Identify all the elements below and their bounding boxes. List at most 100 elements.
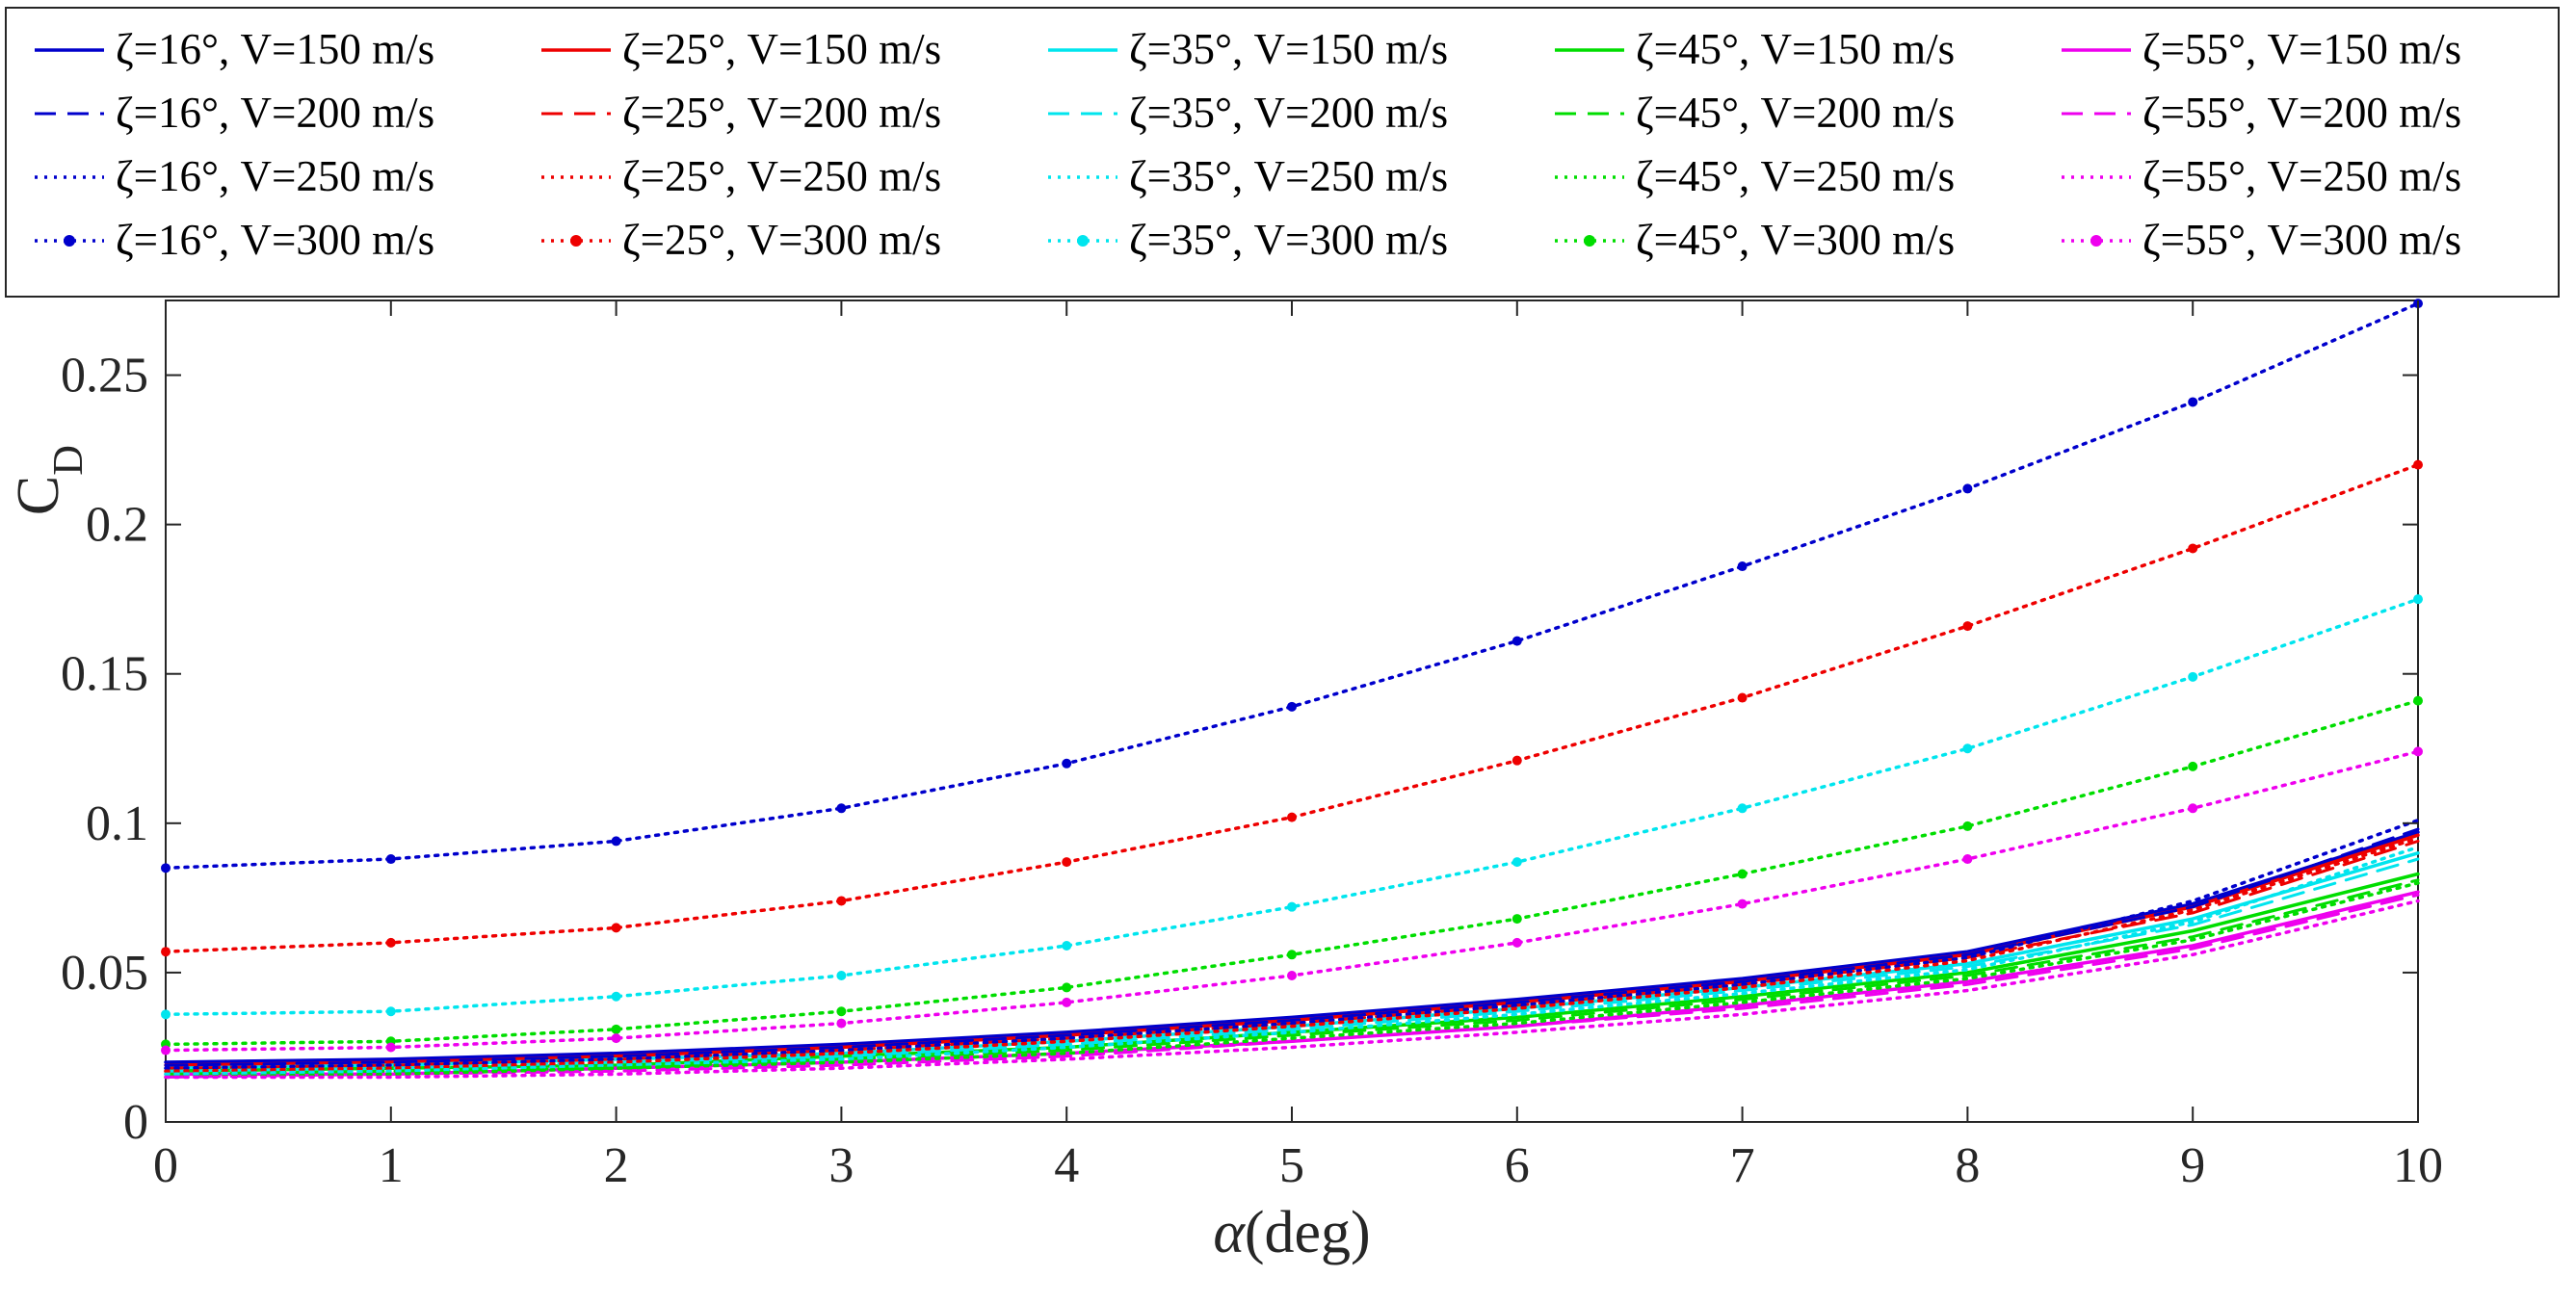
series-15-point-7	[1737, 561, 1748, 572]
legend-label-4: ζ=55°, V=150 m/s	[2142, 25, 2461, 73]
legend-label-0: ζ=16°, V=150 m/s	[116, 25, 434, 73]
series-15-point-9	[2188, 397, 2198, 407]
legend-marker-18	[1584, 235, 1595, 247]
legend-label-1: ζ=25°, V=150 m/s	[622, 25, 941, 73]
y-axis-title-main: C	[6, 476, 71, 515]
series-15-point-0	[161, 863, 171, 873]
y-tick-label-1: 0.05	[61, 946, 148, 1001]
series-16-point-5	[1287, 812, 1297, 822]
series-16-point-7	[1737, 692, 1748, 703]
series-17-point-9	[2188, 671, 2198, 682]
y-axis-title: CD	[6, 445, 92, 515]
legend-label-3: ζ=45°, V=150 m/s	[1636, 25, 1955, 73]
series-9	[164, 893, 2420, 1079]
legend-label-9: ζ=55°, V=200 m/s	[2142, 89, 2461, 137]
series-15-point-2	[611, 836, 621, 847]
legend-item-14: ζ=55°, V=250 m/s	[2062, 152, 2461, 200]
legend-item-9: ζ=55°, V=200 m/s	[2062, 89, 2461, 137]
series-19-point-1	[385, 1042, 396, 1053]
x-axis-title-symbol: α	[1213, 1200, 1246, 1265]
series-15	[161, 299, 2423, 873]
series-15-point-1	[385, 854, 396, 865]
series-19-point-7	[1737, 899, 1748, 909]
legend-item-4: ζ=55°, V=150 m/s	[2062, 25, 2461, 73]
y-tick-label-0: 0	[123, 1095, 148, 1150]
legend-marker-15	[64, 235, 75, 247]
series-15-point-3	[836, 803, 847, 814]
series-16-point-8	[1962, 621, 1973, 632]
legend-item-7: ζ=35°, V=200 m/s	[1048, 89, 1448, 137]
series-17-point-8	[1962, 743, 1973, 754]
y-axis-title-subscript: D	[44, 445, 92, 476]
legend-label-18: ζ=45°, V=300 m/s	[1636, 216, 1955, 264]
x-tick-label-2: 2	[604, 1138, 629, 1193]
y-tick-label-4: 0.2	[86, 498, 148, 553]
series-19-point-3	[836, 1018, 847, 1029]
legend-item-2: ζ=35°, V=150 m/s	[1048, 25, 1448, 73]
legend-item-18: ζ=45°, V=300 m/s	[1555, 216, 1955, 264]
series-15-point-4	[1062, 758, 1072, 769]
series-17	[161, 594, 2423, 1020]
legend-marker-19	[2090, 235, 2102, 247]
series-11	[164, 836, 2420, 1074]
series-line-10	[164, 818, 2420, 1070]
series-17-point-4	[1062, 940, 1072, 951]
x-tick-label-9: 9	[2180, 1138, 2205, 1193]
series-line-9	[164, 893, 2420, 1079]
legend-item-8: ζ=45°, V=200 m/s	[1555, 89, 1955, 137]
x-tick-label-1: 1	[379, 1138, 404, 1193]
series-0	[164, 830, 2420, 1064]
x-tick-label-8: 8	[1955, 1138, 1980, 1193]
series-17-point-7	[1737, 803, 1748, 814]
series-16	[161, 459, 2423, 957]
y-axis: 0 0.05 0.1 0.15 0.2 0.25	[61, 349, 2418, 1150]
series-18-point-7	[1737, 869, 1748, 879]
series-16-point-0	[161, 947, 171, 957]
series-18-point-6	[1511, 914, 1522, 925]
series-14	[164, 899, 2420, 1080]
legend-label-5: ζ=16°, V=200 m/s	[116, 89, 434, 137]
series-18-point-2	[611, 1024, 621, 1034]
legend-label-6: ζ=25°, V=200 m/s	[622, 89, 941, 137]
x-tick-label-4: 4	[1054, 1138, 1079, 1193]
legend-item-0: ζ=16°, V=150 m/s	[35, 25, 434, 73]
x-tick-label-10: 10	[2393, 1138, 2443, 1193]
legend-item-3: ζ=45°, V=150 m/s	[1555, 25, 1955, 73]
series-17-point-1	[385, 1006, 396, 1017]
series-line-13	[164, 881, 2420, 1080]
legend-label-10: ζ=16°, V=250 m/s	[116, 152, 434, 200]
legend-label-19: ζ=55°, V=300 m/s	[2142, 216, 2461, 264]
legend-label-8: ζ=45°, V=200 m/s	[1636, 89, 1955, 137]
series-13	[164, 881, 2420, 1080]
legend-item-15: ζ=16°, V=300 m/s	[35, 216, 434, 264]
series-18	[161, 695, 2423, 1050]
legend-label-14: ζ=55°, V=250 m/s	[2142, 152, 2461, 200]
legend-item-5: ζ=16°, V=200 m/s	[35, 89, 434, 137]
series-19-point-4	[1062, 997, 1072, 1007]
legend-item-19: ζ=55°, V=300 m/s	[2062, 216, 2461, 264]
series-15-point-6	[1511, 636, 1522, 646]
legend-label-16: ζ=25°, V=300 m/s	[622, 216, 941, 264]
series-17-point-2	[611, 991, 621, 1002]
series-line-11	[164, 836, 2420, 1074]
legend-label-17: ζ=35°, V=300 m/s	[1129, 216, 1448, 264]
series-19-point-0	[161, 1045, 171, 1055]
series-16-point-10	[2413, 459, 2423, 470]
series-line-17	[164, 597, 2420, 1017]
series-5	[164, 827, 2420, 1067]
series-16-point-1	[385, 937, 396, 948]
series-line-12	[164, 845, 2420, 1077]
x-tick-label-3: 3	[828, 1138, 854, 1193]
legend-item-10: ζ=16°, V=250 m/s	[35, 152, 434, 200]
legend-item-12: ζ=35°, V=250 m/s	[1048, 152, 1448, 200]
series-17-point-0	[161, 1009, 171, 1020]
x-axis-title: α(deg)	[1213, 1200, 1370, 1265]
series-19	[161, 746, 2423, 1055]
series-15-point-8	[1962, 483, 1973, 494]
legend-label-13: ζ=45°, V=250 m/s	[1636, 152, 1955, 200]
series-18-point-10	[2413, 695, 2423, 706]
legend-item-1: ζ=25°, V=150 m/s	[541, 25, 941, 73]
legend-label-2: ζ=35°, V=150 m/s	[1129, 25, 1448, 73]
series-19-point-6	[1511, 937, 1522, 948]
